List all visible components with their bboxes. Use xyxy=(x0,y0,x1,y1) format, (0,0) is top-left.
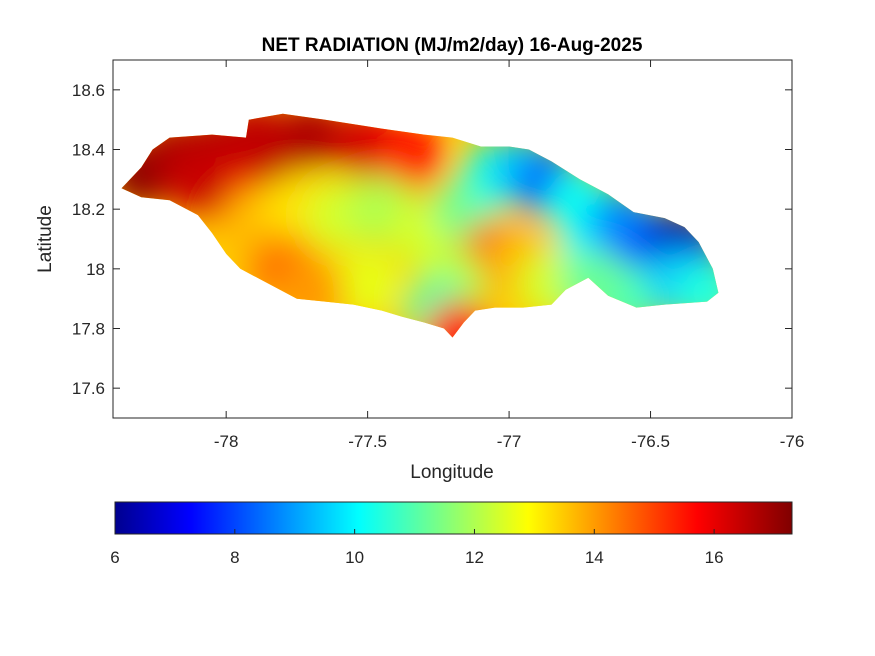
colorbar-ticks: 6 8 10 12 14 16 xyxy=(110,529,724,567)
x-tick-label: -77.5 xyxy=(348,432,387,451)
y-tick-label: 17.8 xyxy=(72,320,105,339)
field-point xyxy=(333,249,402,318)
y-tick-label: 17.6 xyxy=(72,379,105,398)
chart-title: NET RADIATION (MJ/m2/day) 16-Aug-2025 xyxy=(262,35,643,56)
colorbar-tick-label: 8 xyxy=(230,548,239,567)
colorbar-tick-label: 12 xyxy=(465,548,484,567)
y-tick-label: 18.2 xyxy=(72,200,105,219)
colorbar-tick-label: 16 xyxy=(705,548,724,567)
x-tick-label: -77 xyxy=(497,432,522,451)
y-ticks: 17.6 17.8 18 18.2 18.4 18.6 xyxy=(72,81,792,398)
colorbar xyxy=(114,501,793,535)
colorbar-tick-label: 6 xyxy=(110,548,119,567)
x-tick-label: -78 xyxy=(214,432,239,451)
y-tick-label: 18 xyxy=(86,260,105,279)
field-point xyxy=(376,121,445,190)
y-axis-label: Latitude xyxy=(35,205,56,273)
x-axis-label: Longitude xyxy=(410,462,493,483)
x-ticks: -78 -77.5 -77 -76.5 -76 xyxy=(214,60,804,451)
y-tick-label: 18.6 xyxy=(72,81,105,100)
x-tick-label: -76.5 xyxy=(631,432,670,451)
field-point xyxy=(163,145,232,214)
colorbar-tick-label: 14 xyxy=(585,548,604,567)
x-tick-label: -76 xyxy=(780,432,805,451)
y-tick-label: 18.4 xyxy=(72,141,105,160)
colorbar-tick-label: 10 xyxy=(345,548,364,567)
